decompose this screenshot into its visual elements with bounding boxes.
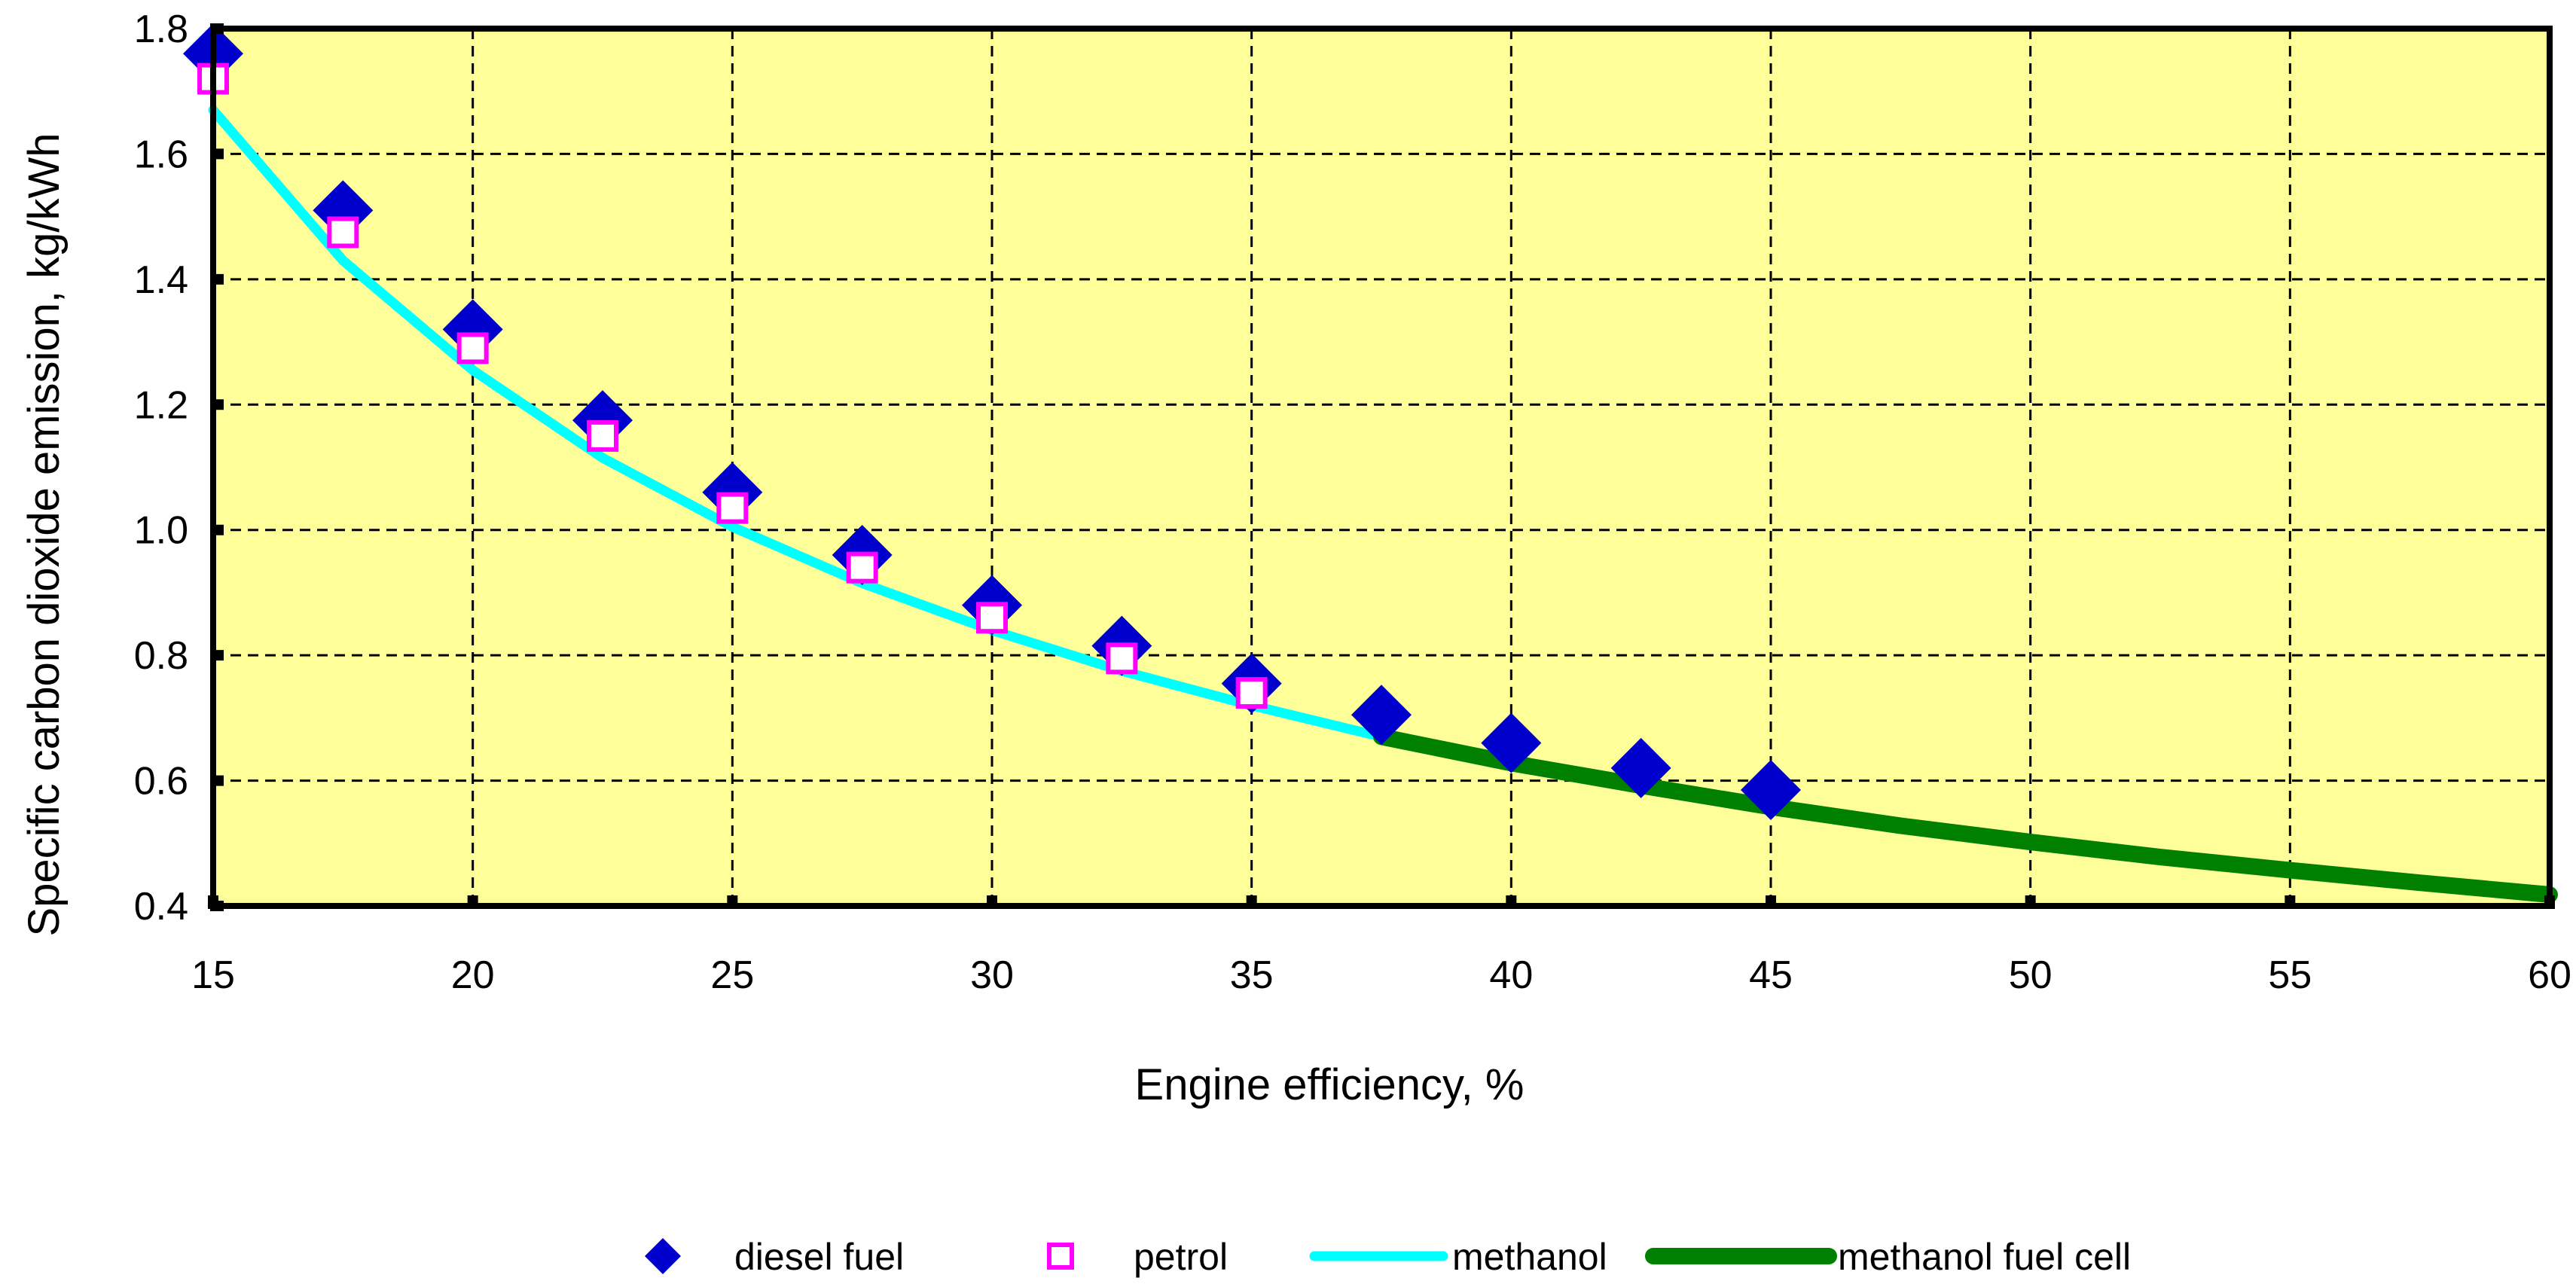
legend-label-methanol-fuel-cell: methanol fuel cell	[1838, 1236, 2131, 1278]
y-tick-label: 1.6	[134, 133, 188, 176]
y-axis-label: Specific carbon dioxide emission, kg/kWh	[20, 133, 69, 936]
petrol-point	[587, 419, 618, 452]
x-axis-label: Engine efficiency, %	[1135, 1060, 1525, 1109]
petrol-point	[1235, 677, 1268, 709]
x-tick-label: 20	[451, 953, 495, 997]
diesel-fuel-point	[1741, 760, 1801, 821]
legend-swatch-diesel-fuel	[645, 1238, 681, 1274]
petrol-point	[716, 492, 749, 524]
x-tick-label: 25	[710, 953, 754, 997]
petrol-point	[846, 551, 878, 584]
x-tick-label: 30	[970, 953, 1014, 997]
y-tick-label: 1.8	[134, 8, 188, 51]
plot-area	[213, 29, 2550, 906]
y-tick-label: 0.8	[134, 634, 188, 678]
x-tick-label: 35	[1230, 953, 1274, 997]
x-tick-label: 60	[2528, 953, 2571, 997]
x-tick-label: 50	[2009, 953, 2053, 997]
diesel-fuel-point	[1481, 712, 1542, 773]
x-tick-label: 40	[1489, 953, 1533, 997]
petrol-point	[327, 216, 359, 249]
y-tick-label: 1.4	[134, 258, 188, 302]
y-tick-label: 1.2	[134, 383, 188, 427]
x-tick-label: 55	[2268, 953, 2312, 997]
y-tick-label: 0.4	[134, 885, 188, 929]
diesel-fuel-point	[1610, 737, 1671, 798]
legend-label-methanol: methanol	[1452, 1236, 1607, 1278]
petrol-point	[976, 602, 1008, 634]
series-line-methanol	[208, 105, 1387, 742]
x-tick-label: 45	[1749, 953, 1793, 997]
series-line-methanol-fuel-cell	[1373, 728, 2558, 903]
y-tick-label: 0.6	[134, 760, 188, 804]
legend: diesel fuel petrol methanol methanol fuel c…	[645, 1236, 2131, 1278]
petrol-point	[1106, 642, 1138, 675]
legend-swatch-petrol	[1047, 1243, 1074, 1270]
legend-label-diesel-fuel: diesel fuel	[734, 1236, 904, 1278]
diesel-fuel-point	[1351, 685, 1412, 746]
plot-frame	[210, 26, 2553, 909]
petrol-point	[456, 332, 489, 364]
x-tick-label: 15	[191, 953, 235, 997]
legend-label-petrol: petrol	[1134, 1236, 1228, 1278]
y-tick-label: 1.0	[134, 509, 188, 553]
